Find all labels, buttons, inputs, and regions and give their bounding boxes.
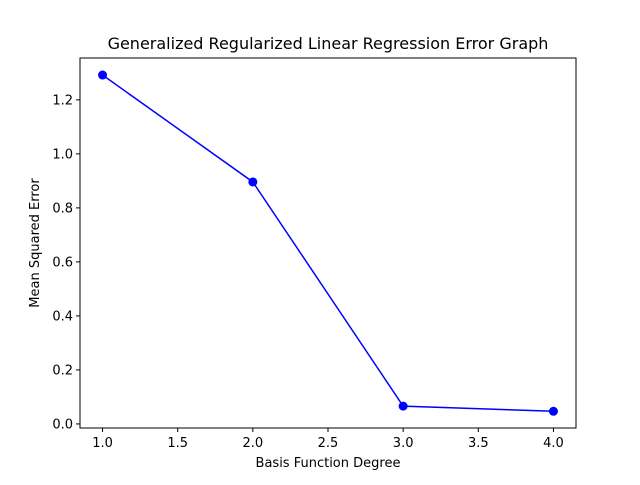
axes-frame: [79, 57, 577, 429]
y-tick-label: 0.4: [52, 309, 73, 324]
x-tick-label: 1.5: [167, 436, 188, 451]
y-tick-label: 0.2: [52, 363, 73, 378]
x-axis-label: Basis Function Degree: [256, 456, 401, 471]
y-tick-label: 0.8: [52, 201, 73, 216]
x-tick-label: 2.0: [243, 436, 264, 451]
x-tick-label: 3.0: [393, 436, 414, 451]
y-tick-label: 0.6: [52, 255, 73, 270]
x-tick-label: 4.0: [543, 436, 564, 451]
plot-area: [98, 70, 558, 416]
data-point: [398, 401, 408, 411]
y-tick-label: 0.0: [52, 417, 73, 432]
y-axis-label: Mean Squared Error: [28, 178, 43, 308]
x-tick-label: 2.5: [318, 436, 339, 451]
y-axis: 0.0 0.2 0.4 0.6 0.8 1.0 1.2: [52, 93, 80, 432]
data-point: [548, 406, 558, 416]
y-tick-label: 1.0: [52, 147, 73, 162]
series-line: [102, 74, 554, 413]
x-tick-label: 3.5: [468, 436, 489, 451]
x-axis: 1.0 1.5 2.0 2.5 3.0 3.5 4.0: [92, 428, 564, 451]
x-tick-label: 1.0: [92, 436, 113, 451]
y-tick-label: 1.2: [52, 93, 73, 108]
data-point: [248, 177, 258, 187]
data-point: [98, 70, 108, 80]
chart-title: Generalized Regularized Linear Regressio…: [108, 34, 549, 53]
